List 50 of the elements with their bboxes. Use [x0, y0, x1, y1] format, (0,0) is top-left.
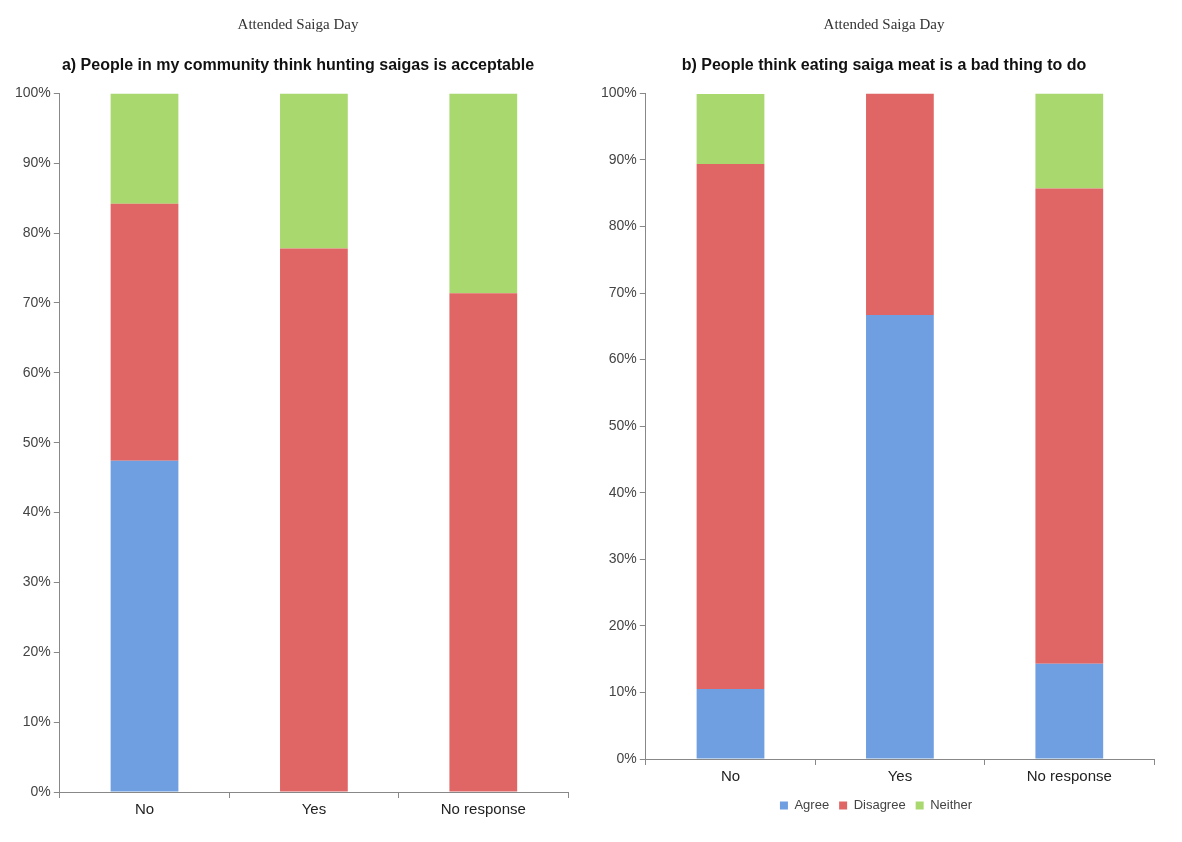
chart-title: a) People in my community think hunting saigas is acceptable	[60, 56, 536, 75]
bar	[1035, 188, 1104, 664]
bar	[1035, 93, 1104, 189]
y-tick-label: 0%	[30, 782, 51, 799]
bar	[696, 689, 765, 759]
y-tick-label: 20%	[22, 643, 51, 660]
bar	[110, 203, 179, 461]
y-tick-label: 60%	[22, 363, 51, 380]
legend-label: Agree	[794, 797, 830, 813]
legend-label: Neither	[930, 797, 973, 813]
bar	[449, 293, 518, 792]
y-tick-label: 60%	[608, 350, 637, 367]
bar	[449, 93, 518, 294]
y-tick-label: 30%	[608, 550, 637, 567]
x-tick-label: Yes	[887, 767, 913, 785]
bar	[696, 94, 765, 164]
bar	[696, 163, 765, 690]
chart-title: b) People think eating saiga meat is a bad thing to do	[680, 56, 1088, 75]
bar	[110, 460, 179, 792]
legend-label: Disagree	[853, 797, 906, 813]
y-tick-label: 70%	[608, 283, 637, 300]
y-tick-label: 50%	[22, 433, 51, 450]
y-tick-label: 70%	[22, 293, 51, 310]
x-axis-title: Attended Saiga Day	[236, 16, 360, 34]
y-tick-label: 10%	[608, 683, 637, 700]
y-tick-label: 10%	[22, 713, 51, 729]
y-tick-label: 80%	[608, 217, 637, 234]
y-tick-label: 40%	[608, 483, 637, 500]
x-tick-label: No	[720, 767, 741, 785]
y-tick-label: 90%	[22, 154, 51, 171]
bar	[280, 93, 348, 249]
y-tick-label: 0%	[616, 749, 637, 766]
bar	[110, 93, 179, 204]
bar	[866, 315, 934, 759]
y-tick-label: 50%	[608, 417, 637, 434]
x-tick-label: No response	[1026, 767, 1112, 785]
x-tick-label: No response	[440, 800, 526, 818]
bar	[280, 248, 348, 792]
y-tick-label: 40%	[22, 503, 51, 520]
y-tick-label: 100%	[14, 84, 51, 101]
x-tick-label: Yes	[301, 800, 327, 818]
bar	[1035, 663, 1104, 759]
y-tick-label: 100%	[600, 84, 637, 101]
x-axis-title: Attended Saiga Day	[822, 16, 946, 34]
y-tick-label: 90%	[608, 150, 637, 167]
bar	[866, 93, 934, 316]
y-tick-label: 20%	[608, 616, 637, 633]
x-tick-label: No	[134, 800, 155, 818]
y-tick-label: 80%	[22, 223, 51, 240]
y-tick-label: 30%	[22, 573, 51, 590]
